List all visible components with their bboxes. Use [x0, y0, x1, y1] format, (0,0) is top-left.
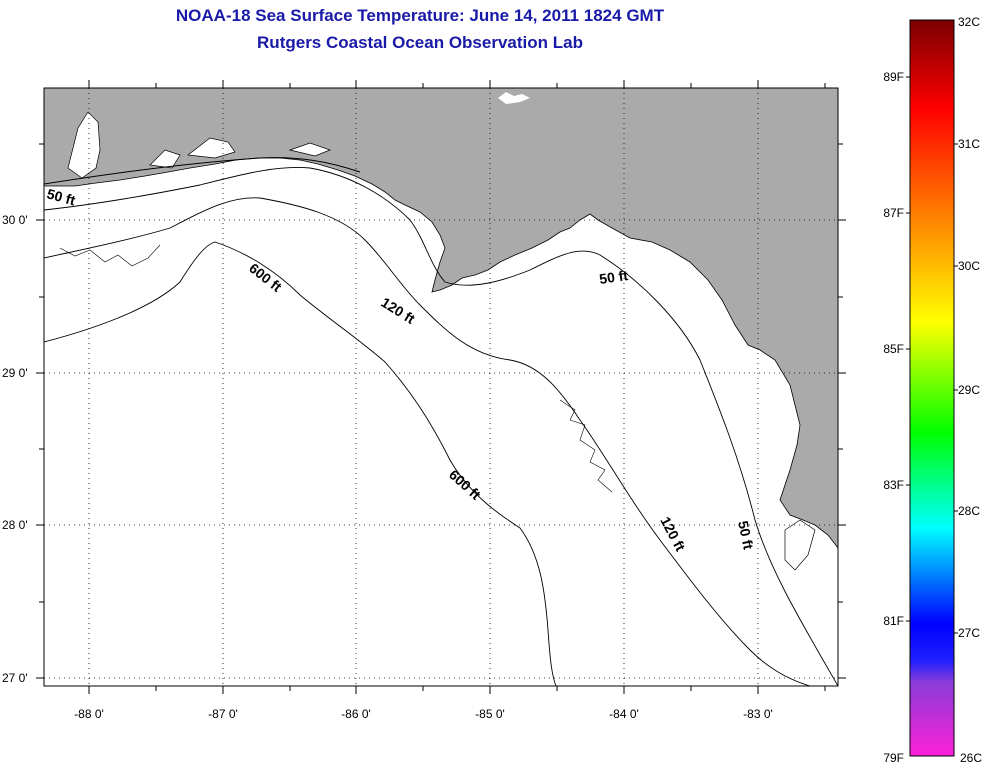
- colorbar-f-label: 85F: [883, 342, 904, 356]
- colorbar-ticks: [906, 76, 958, 634]
- contour-label-50ft: 50 ft: [735, 519, 757, 551]
- colorbar-f-label: 81F: [883, 614, 904, 628]
- lon-label: -86 0': [341, 707, 371, 721]
- lon-label: -87 0': [208, 707, 238, 721]
- colorbar-c-label: 31C: [958, 137, 980, 151]
- lon-label: -84 0': [609, 707, 639, 721]
- colorbar-c-label: 26C: [960, 751, 982, 765]
- colorbar-c-label: 27C: [958, 626, 980, 640]
- contour-label-50ft: 50 ft: [45, 185, 77, 208]
- lon-label: -85 0': [475, 707, 505, 721]
- colorbar-f-label: 87F: [883, 206, 904, 220]
- lon-label: -88 0': [74, 707, 104, 721]
- map-subtitle: Rutgers Coastal Ocean Observation Lab: [257, 33, 583, 52]
- lat-label: 28 0': [2, 518, 28, 532]
- tick-marks: [36, 80, 846, 694]
- colorbar-c-label: 30C: [958, 259, 980, 273]
- colorbar-c-label: 32C: [958, 15, 980, 29]
- colorbar-c-label: 28C: [958, 504, 980, 518]
- colorbar-f-label: 79F: [883, 751, 904, 765]
- temperature-colorbar: [909, 19, 955, 757]
- lat-label: 27 0': [2, 671, 28, 685]
- map-title: NOAA-18 Sea Surface Temperature: June 14…: [175, 6, 665, 25]
- map-frame: [43, 87, 839, 687]
- lon-label: -83 0': [743, 707, 773, 721]
- contour-50ft-west: [44, 167, 838, 686]
- colorbar-f-label: 89F: [883, 70, 904, 84]
- contour-600ft: [44, 241, 557, 686]
- lat-label: 30 0': [2, 213, 28, 227]
- contour-120ft: [44, 197, 811, 686]
- contour-label-50ft: 50 ft: [598, 267, 629, 287]
- colorbar-f-label: 83F: [883, 478, 904, 492]
- colorbar-c-label: 29C: [958, 383, 980, 397]
- lat-label: 29 0': [2, 366, 28, 380]
